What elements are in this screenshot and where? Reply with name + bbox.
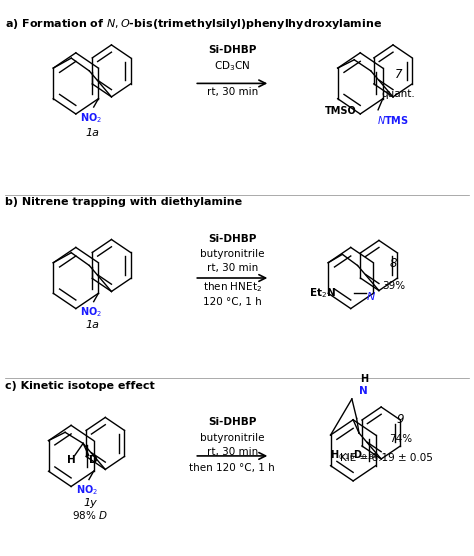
Text: Et$_2$N: Et$_2$N: [309, 286, 336, 300]
Text: then HNEt$_2$: then HNEt$_2$: [203, 280, 262, 294]
Text: NO$_2$: NO$_2$: [75, 483, 98, 497]
Text: H: H: [360, 375, 368, 384]
Text: a) Formation of $\it{N,O}$-bis(trimethylsilyl)phenylhydroxylamine: a) Formation of $\it{N,O}$-bis(trimethyl…: [5, 17, 382, 31]
Text: rt, 30 min: rt, 30 min: [207, 447, 258, 457]
Text: D: D: [89, 455, 98, 465]
Text: 8: 8: [390, 257, 397, 270]
Text: Si-DHBP: Si-DHBP: [208, 234, 256, 244]
Text: 1a: 1a: [85, 128, 100, 138]
Text: 1y: 1y: [83, 498, 97, 508]
Text: then 120 °C, 1 h: then 120 °C, 1 h: [190, 463, 275, 473]
Text: c) Kinetic isotope effect: c) Kinetic isotope effect: [5, 381, 155, 391]
Text: quant.: quant.: [381, 90, 415, 100]
Text: butyronitrile: butyronitrile: [200, 433, 264, 443]
Text: NO$_2$: NO$_2$: [80, 111, 102, 125]
Text: rt, 30 min: rt, 30 min: [207, 264, 258, 274]
Text: 9: 9: [397, 413, 404, 425]
Text: KIE = 6.19 ± 0.05: KIE = 6.19 ± 0.05: [340, 454, 433, 464]
Text: TMSO: TMSO: [325, 106, 357, 116]
Text: Si-DHBP: Si-DHBP: [208, 418, 256, 428]
Text: rt, 30 min: rt, 30 min: [207, 87, 258, 97]
Text: 98% $\it{D}$: 98% $\it{D}$: [72, 509, 108, 521]
Text: CD$_3$CN: CD$_3$CN: [214, 59, 250, 73]
Text: N: N: [359, 386, 368, 395]
Text: H$_{0.16}$D$_{0.84}$: H$_{0.16}$D$_{0.84}$: [330, 448, 379, 462]
Text: $\it{N}$TMS: $\it{N}$TMS: [377, 114, 409, 126]
Text: 1a: 1a: [85, 320, 100, 330]
Text: 120 °C, 1 h: 120 °C, 1 h: [203, 297, 262, 307]
Text: Si-DHBP: Si-DHBP: [208, 45, 256, 55]
Text: 7: 7: [394, 68, 402, 81]
Text: 74%: 74%: [389, 434, 412, 444]
Text: H: H: [67, 455, 76, 465]
Text: 39%: 39%: [382, 281, 405, 291]
Text: $\it{N}$: $\it{N}$: [366, 290, 376, 302]
Text: b) Nitrene trapping with diethylamine: b) Nitrene trapping with diethylamine: [5, 197, 242, 207]
Text: NO$_2$: NO$_2$: [80, 306, 102, 319]
Text: butyronitrile: butyronitrile: [200, 249, 264, 259]
